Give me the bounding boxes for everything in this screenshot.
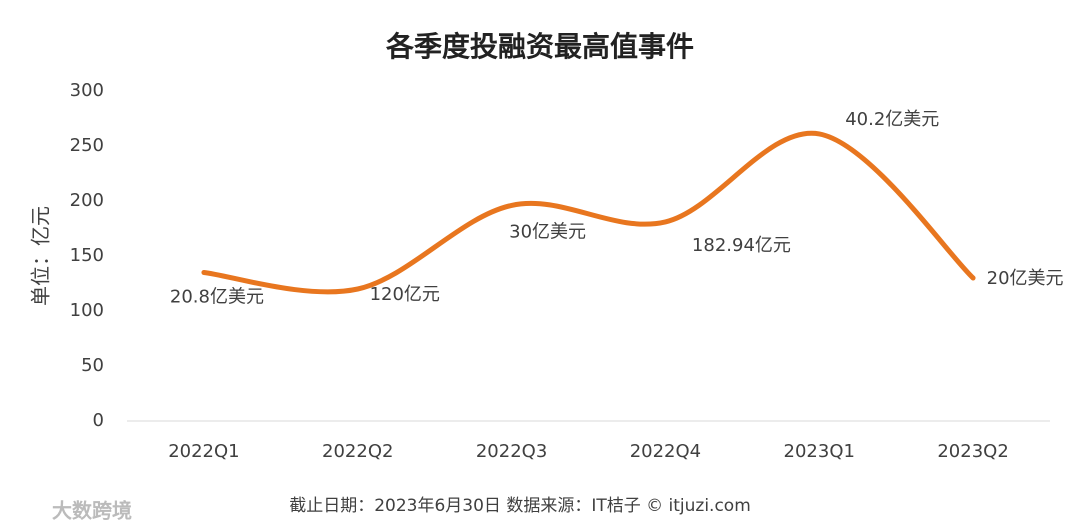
y-tick-label: 200 [70, 190, 104, 211]
x-tick-label: 2023Q1 [784, 441, 855, 462]
y-axis-label: 单位：亿元 [29, 206, 53, 306]
data-annotation: 20.8亿美元 [170, 287, 264, 308]
data-annotation: 120亿元 [370, 284, 440, 305]
x-tick-label: 2022Q3 [476, 441, 547, 462]
x-tick-label: 2022Q4 [630, 441, 701, 462]
y-tick-label: 100 [70, 300, 104, 321]
x-tick-label: 2022Q1 [168, 441, 239, 462]
y-tick-label: 250 [70, 135, 104, 156]
logo-text: 大数跨境 [52, 499, 132, 523]
data-annotation: 30亿美元 [509, 221, 586, 242]
chart-title: 各季度投融资最高值事件 [385, 30, 694, 63]
source-note: 截止日期：2023年6月30日 数据来源：IT桔子 © itjuzi.com [289, 496, 751, 516]
y-tick-label: 300 [70, 80, 104, 101]
x-tick-label: 2023Q2 [937, 441, 1008, 462]
y-tick-label: 0 [93, 410, 104, 431]
data-annotation: 40.2亿美元 [845, 109, 939, 130]
data-annotation: 20亿美元 [987, 268, 1064, 289]
y-tick-label: 150 [70, 245, 104, 266]
data-annotation: 182.94亿元 [692, 235, 791, 256]
y-tick-label: 50 [81, 355, 104, 376]
x-tick-label: 2022Q2 [322, 441, 393, 462]
line-series [201, 130, 976, 295]
